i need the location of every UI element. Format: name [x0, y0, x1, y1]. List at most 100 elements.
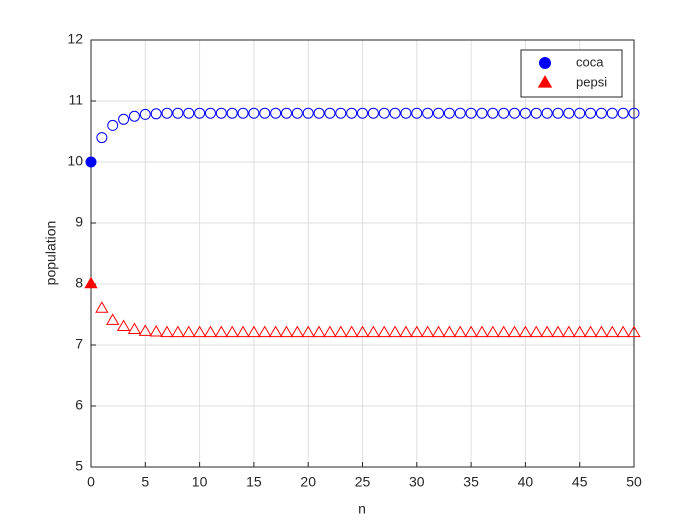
marker	[138, 324, 152, 336]
x-tick-label: 10	[192, 474, 208, 490]
marker	[366, 325, 381, 338]
marker	[346, 107, 358, 119]
y-tick-label: 7	[75, 336, 83, 352]
marker	[443, 107, 455, 119]
marker	[617, 107, 629, 119]
x-tick-label: 5	[141, 474, 149, 490]
marker	[486, 325, 500, 338]
y-tick-label: 11	[68, 92, 83, 108]
legend-label: coca	[576, 54, 604, 69]
marker	[551, 325, 565, 338]
marker	[203, 325, 218, 338]
legend-box	[520, 49, 623, 98]
x-tick-label: 20	[300, 474, 316, 490]
marker	[497, 325, 511, 338]
legend: coca pepsi	[520, 49, 623, 98]
y-axis-label: population	[43, 221, 59, 286]
marker	[85, 156, 97, 168]
marker	[422, 107, 434, 119]
marker	[161, 107, 173, 119]
marker	[84, 276, 98, 289]
x-tick-label: 0	[87, 474, 95, 490]
marker	[464, 325, 478, 338]
marker	[389, 107, 401, 119]
marker	[236, 325, 250, 338]
marker	[313, 107, 325, 119]
marker	[475, 325, 489, 338]
marker	[301, 325, 315, 338]
y-tick-label: 12	[67, 31, 83, 47]
marker	[248, 107, 260, 119]
marker	[214, 325, 228, 338]
marker	[573, 325, 587, 338]
marker	[291, 107, 303, 119]
marker	[106, 313, 120, 325]
x-tick-label: 50	[626, 474, 642, 490]
marker	[509, 107, 521, 119]
marker	[118, 113, 130, 125]
marker	[237, 107, 249, 119]
marker	[183, 107, 195, 119]
marker	[280, 107, 292, 119]
marker	[594, 325, 609, 338]
marker	[530, 107, 542, 119]
marker	[171, 325, 185, 338]
marker	[400, 107, 412, 119]
marker	[433, 107, 445, 119]
marker	[465, 107, 477, 119]
axes-box	[90, 39, 635, 468]
marker	[127, 322, 142, 335]
marker	[420, 325, 435, 338]
marker	[442, 325, 457, 338]
marker	[562, 325, 576, 338]
marker	[583, 325, 598, 338]
x-tick-label: 15	[246, 474, 262, 490]
marker	[399, 325, 413, 338]
marker	[627, 325, 641, 338]
x-tick-label: 40	[518, 474, 534, 490]
marker	[595, 107, 607, 119]
marker	[215, 107, 227, 119]
marker	[357, 107, 368, 119]
x-tick-label: 25	[355, 474, 371, 490]
x-tick-label: 45	[572, 474, 588, 490]
marker	[518, 325, 533, 338]
marker	[96, 132, 108, 144]
marker	[247, 325, 261, 338]
marker	[606, 107, 618, 119]
marker	[367, 107, 379, 119]
x-axis-label: n	[358, 501, 366, 517]
marker	[529, 325, 543, 338]
marker	[378, 107, 390, 119]
marker	[628, 107, 640, 119]
y-tick-label: 9	[75, 214, 83, 230]
y-tick-label: 10	[67, 153, 83, 169]
marker	[279, 325, 294, 338]
y-tick-label: 6	[75, 397, 83, 413]
marker	[270, 107, 282, 119]
marker	[324, 107, 336, 119]
marker	[539, 57, 551, 69]
marker	[335, 107, 347, 119]
marker	[323, 325, 337, 338]
marker	[355, 325, 370, 338]
marker	[487, 107, 499, 119]
marker	[192, 325, 207, 338]
marker	[431, 325, 446, 338]
marker	[454, 107, 466, 119]
marker	[302, 107, 314, 119]
marker	[334, 325, 348, 338]
marker	[453, 325, 467, 338]
marker	[411, 107, 423, 119]
marker	[128, 110, 140, 122]
marker	[194, 107, 206, 119]
marker	[204, 107, 216, 119]
marker	[139, 108, 151, 120]
marker	[476, 107, 488, 119]
marker	[540, 325, 554, 338]
marker	[259, 107, 271, 119]
marker	[541, 107, 553, 119]
marker	[519, 107, 531, 119]
marker	[160, 325, 174, 338]
